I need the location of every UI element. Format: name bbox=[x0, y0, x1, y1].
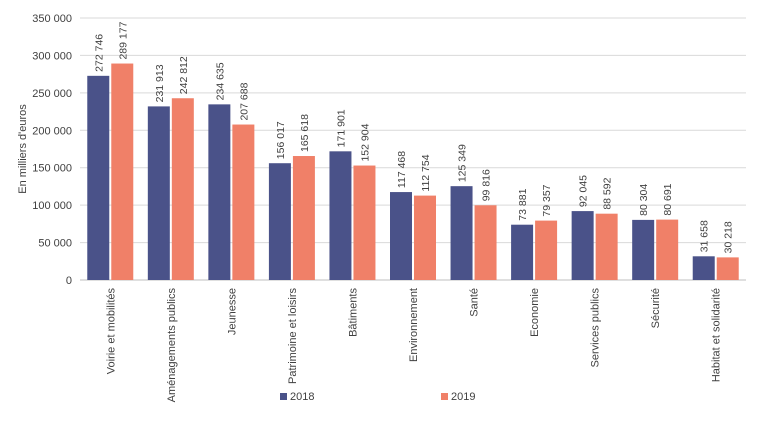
data-label: 156 017 bbox=[275, 121, 287, 159]
data-label: 30 218 bbox=[723, 221, 735, 253]
y-tick-label: 100 000 bbox=[32, 200, 72, 212]
bar-2018 bbox=[268, 163, 291, 280]
data-label: 73 881 bbox=[517, 188, 529, 220]
bar-2018 bbox=[390, 192, 412, 280]
y-tick-label: 50 000 bbox=[38, 238, 72, 250]
bar-2019 bbox=[595, 213, 618, 280]
data-label: 165 618 bbox=[299, 114, 311, 152]
x-tick-label: Sécurité bbox=[650, 288, 662, 328]
data-label: 171 901 bbox=[335, 109, 347, 147]
x-tick-label: Patrimoine et loisirs bbox=[287, 288, 299, 384]
data-label: 112 754 bbox=[420, 154, 432, 191]
data-label: 231 913 bbox=[154, 64, 166, 102]
data-label: 272 746 bbox=[93, 34, 105, 72]
data-label: 80 691 bbox=[662, 183, 674, 215]
x-tick-label: Habitat et solidarité bbox=[711, 288, 723, 382]
data-label: 99 816 bbox=[481, 169, 493, 201]
data-label: 31 658 bbox=[699, 220, 711, 252]
bar-2018 bbox=[450, 186, 473, 280]
x-tick-label: Jeunesse bbox=[226, 288, 238, 335]
data-label: 88 592 bbox=[602, 177, 614, 209]
y-axis-title: En milliers d'euros bbox=[17, 104, 29, 194]
bar-2019 bbox=[535, 220, 558, 280]
x-tick-label: Environnement bbox=[408, 288, 420, 362]
x-tick-label: Aménagements publics bbox=[166, 288, 178, 403]
bar-2019 bbox=[111, 63, 134, 280]
data-label: 152 904 bbox=[359, 123, 371, 161]
data-label: 79 357 bbox=[541, 184, 553, 216]
data-label: 92 045 bbox=[578, 175, 590, 207]
y-tick-label: 350 000 bbox=[32, 13, 72, 25]
bar-2018 bbox=[208, 104, 231, 280]
x-tick-label: Economie bbox=[529, 288, 541, 337]
x-tick-label: Services publics bbox=[590, 288, 602, 368]
bar-2019 bbox=[656, 219, 679, 280]
bar-2018 bbox=[329, 151, 352, 280]
x-tick-label: Voirie et mobilités bbox=[105, 288, 117, 375]
bar-2018 bbox=[147, 106, 170, 281]
bar-2018 bbox=[571, 211, 594, 280]
legend-swatch-2019 bbox=[441, 393, 448, 400]
y-tick-label: 0 bbox=[66, 275, 72, 287]
data-label: 117 468 bbox=[396, 151, 408, 188]
data-label: 234 635 bbox=[214, 62, 226, 100]
legend-label: 2018 bbox=[290, 391, 314, 403]
bar-2019 bbox=[292, 156, 315, 280]
y-tick-label: 300 000 bbox=[32, 50, 72, 62]
y-tick-label: 200 000 bbox=[32, 125, 72, 137]
data-label: 289 177 bbox=[117, 21, 129, 59]
y-tick-label: 150 000 bbox=[32, 163, 72, 175]
x-tick-label: Bâtiments bbox=[347, 288, 359, 337]
bar-2019 bbox=[716, 257, 739, 280]
bar-2018 bbox=[87, 75, 110, 280]
data-label: 125 349 bbox=[457, 144, 469, 182]
bar-2019 bbox=[474, 205, 497, 280]
legend-swatch-2018 bbox=[280, 393, 287, 400]
bar-2019 bbox=[353, 165, 376, 280]
bar-2018 bbox=[632, 219, 655, 280]
bar-2018 bbox=[511, 224, 534, 280]
legend-label: 2019 bbox=[451, 391, 475, 403]
bar-2019 bbox=[232, 124, 255, 280]
y-tick-label: 250 000 bbox=[32, 88, 72, 100]
bar-2019 bbox=[414, 195, 436, 280]
x-tick-label: Santé bbox=[469, 288, 481, 317]
bar-2019 bbox=[171, 98, 194, 280]
data-label: 80 304 bbox=[638, 184, 650, 216]
bar-2018 bbox=[692, 256, 715, 280]
data-label: 242 812 bbox=[178, 56, 190, 94]
data-label: 207 688 bbox=[238, 82, 250, 120]
